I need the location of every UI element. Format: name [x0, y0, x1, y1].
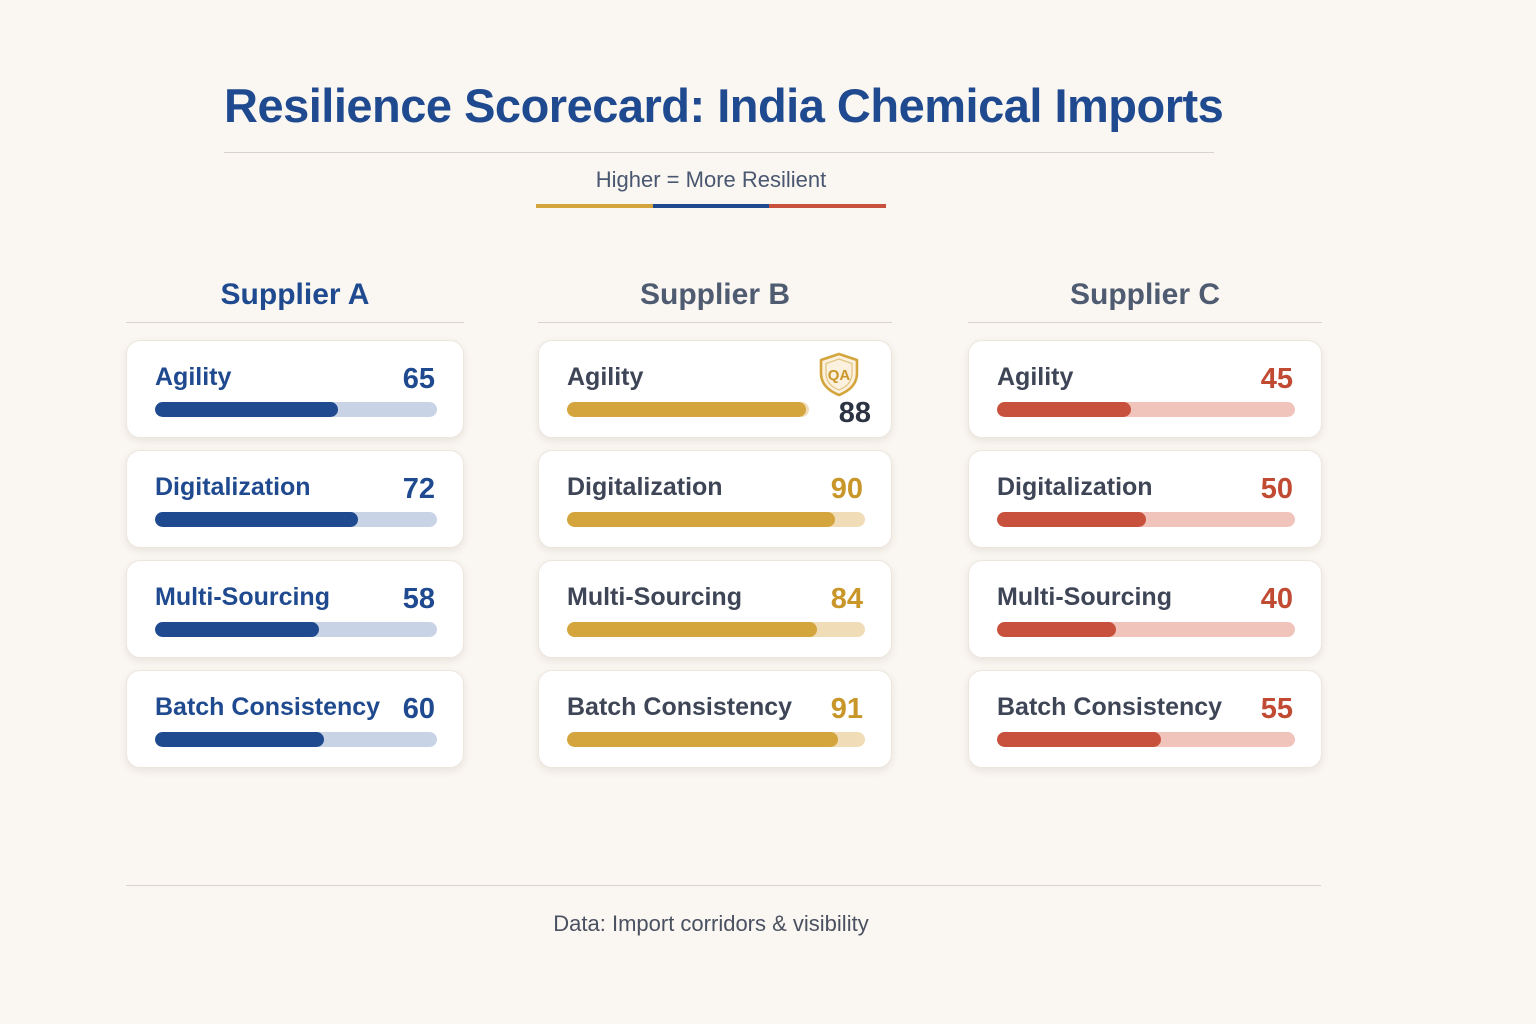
metric-card: Digitalization 50: [968, 450, 1322, 548]
bar-track: [997, 402, 1295, 417]
metric-card: Batch Consistency 60: [126, 670, 464, 768]
metric-card: Agility QA 88: [538, 340, 892, 438]
bar-track: [997, 512, 1295, 527]
bar-track: [567, 402, 809, 417]
bar-track: [567, 732, 865, 747]
footer-divider: [126, 885, 1321, 886]
metric-card: Agility 45: [968, 340, 1322, 438]
bar-track: [997, 732, 1295, 747]
column-divider: [968, 322, 1322, 323]
bar-fill: [997, 622, 1117, 637]
bar-track: [567, 512, 865, 527]
bar-fill: [567, 732, 839, 747]
bar-track: [155, 402, 437, 417]
metric-label: Digitalization: [567, 473, 723, 501]
metric-label: Digitalization: [155, 473, 311, 501]
supplier-heading: Supplier B: [639, 278, 790, 311]
metric-value: 90: [830, 473, 863, 505]
metric-card: Batch Consistency 55: [968, 670, 1322, 768]
rule-segment: [652, 204, 770, 208]
shield-qa-icon: QA: [819, 352, 859, 397]
metric-value: 40: [1260, 583, 1293, 615]
metric-value: 60: [402, 693, 435, 725]
metric-card: Digitalization 90: [538, 450, 892, 548]
metric-label: Batch Consistency: [567, 693, 793, 721]
rule-segment: [769, 204, 887, 208]
rule-segment: [536, 204, 653, 208]
bar-track: [155, 732, 437, 747]
metric-card: Batch Consistency 91: [538, 670, 892, 768]
badge-label: QA: [828, 367, 851, 384]
footnote: Data: Import corridors & visibility: [553, 911, 869, 936]
metric-value: 84: [830, 583, 863, 615]
bar-fill: [155, 622, 319, 637]
column-divider: [126, 322, 464, 323]
bar-fill: [567, 512, 836, 527]
supplier-column: Supplier A Agility 65 Digitalization 72 Multi…: [126, 272, 464, 780]
column-divider: [538, 322, 892, 323]
bar-fill: [155, 402, 339, 417]
metric-label: Multi-Sourcing: [997, 583, 1172, 611]
metric-value: 55: [1260, 693, 1293, 725]
metric-label: Batch Consistency: [997, 693, 1223, 721]
metric-card: Multi-Sourcing 58: [126, 560, 464, 658]
metric-card: Digitalization 72: [126, 450, 464, 548]
bar-fill: [567, 402, 806, 417]
tricolor-rule: [536, 204, 887, 208]
metric-label: Agility: [155, 363, 232, 391]
bar-fill: [997, 512, 1146, 527]
bar-track: [155, 622, 437, 637]
supplier-heading: Supplier C: [1069, 278, 1220, 311]
metric-value: 72: [402, 473, 435, 505]
metric-label: Digitalization: [997, 473, 1153, 501]
metric-label: Multi-Sourcing: [567, 583, 742, 611]
metric-label: Batch Consistency: [155, 693, 381, 721]
title-divider: [224, 152, 1214, 153]
metric-value: 58: [402, 583, 435, 615]
bar-track: [997, 622, 1295, 637]
supplier-column: Supplier C Agility 45 Digitalization 50 Multi…: [968, 272, 1322, 780]
bar-fill: [997, 402, 1132, 417]
metric-label: Agility: [567, 363, 644, 391]
bar-track: [155, 512, 437, 527]
metric-value: 65: [402, 363, 435, 395]
bar-track: [567, 622, 865, 637]
supplier-heading: Supplier A: [220, 278, 370, 311]
metric-card: Multi-Sourcing 40: [968, 560, 1322, 658]
bar-fill: [155, 512, 359, 527]
metric-value: 45: [1260, 363, 1293, 395]
metric-card: Multi-Sourcing 84: [538, 560, 892, 658]
metric-value: 91: [830, 693, 863, 725]
metric-card: Agility 65: [126, 340, 464, 438]
bar-fill: [155, 732, 325, 747]
subtitle: Higher = More Resilient: [595, 167, 827, 192]
supplier-column: Supplier B Agility QA 88 Digitalization 90 Mul…: [538, 272, 892, 780]
metric-label: Agility: [997, 363, 1074, 391]
metric-value: 88: [838, 397, 871, 429]
metric-value: 50: [1260, 473, 1293, 505]
bar-fill: [997, 732, 1161, 747]
page-title: Resilience Scorecard: India Chemical Imp…: [224, 79, 1224, 132]
metric-label: Multi-Sourcing: [155, 583, 330, 611]
bar-fill: [567, 622, 818, 637]
